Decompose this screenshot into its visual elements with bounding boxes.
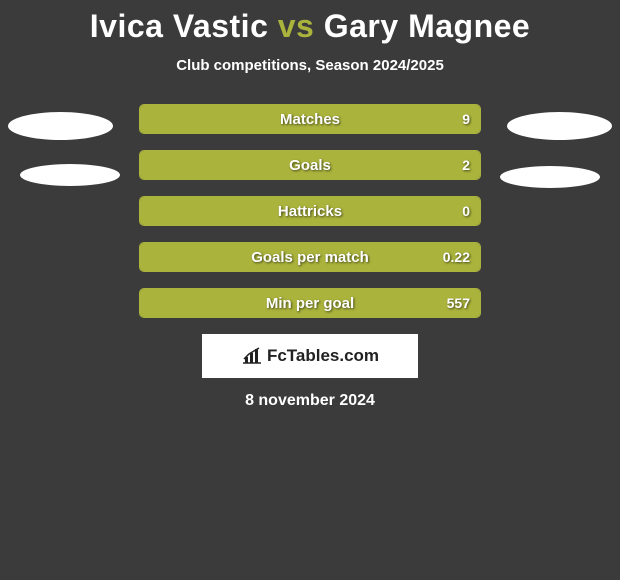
player2-name: Gary Magnee <box>324 8 530 44</box>
stat-bar-goals: Goals 2 <box>139 150 481 180</box>
decor-ellipse-left-2 <box>20 164 120 186</box>
stat-bars: Matches 9 Goals 2 Hattricks 0 Goals per … <box>139 104 481 318</box>
bar-label: Hattricks <box>140 197 480 225</box>
stat-bar-matches: Matches 9 <box>139 104 481 134</box>
stat-bar-min-per-goal: Min per goal 557 <box>139 288 481 318</box>
decor-ellipse-right-1 <box>507 112 612 140</box>
page-title: Ivica Vastic vs Gary Magnee <box>0 8 620 45</box>
bar-value: 557 <box>447 289 470 317</box>
bar-label: Min per goal <box>140 289 480 317</box>
vs-label: vs <box>278 8 315 44</box>
decor-ellipse-left-1 <box>8 112 113 140</box>
logo-box: FcTables.com <box>202 334 418 378</box>
stat-bar-goals-per-match: Goals per match 0.22 <box>139 242 481 272</box>
date-label: 8 november 2024 <box>0 392 620 410</box>
bar-label: Goals per match <box>140 243 480 271</box>
bar-label: Matches <box>140 105 480 133</box>
bar-label: Goals <box>140 151 480 179</box>
bar-value: 0.22 <box>443 243 470 271</box>
logo-text: FcTables.com <box>267 346 379 366</box>
decor-ellipse-right-2 <box>500 166 600 188</box>
bar-value: 9 <box>462 105 470 133</box>
logo-content: FcTables.com <box>241 346 379 366</box>
subtitle: Club competitions, Season 2024/2025 <box>0 57 620 74</box>
stats-area: Matches 9 Goals 2 Hattricks 0 Goals per … <box>0 104 620 318</box>
comparison-infographic: Ivica Vastic vs Gary Magnee Club competi… <box>0 0 620 410</box>
chart-icon <box>241 347 263 365</box>
player1-name: Ivica Vastic <box>90 8 269 44</box>
stat-bar-hattricks: Hattricks 0 <box>139 196 481 226</box>
bar-value: 0 <box>462 197 470 225</box>
bar-value: 2 <box>462 151 470 179</box>
